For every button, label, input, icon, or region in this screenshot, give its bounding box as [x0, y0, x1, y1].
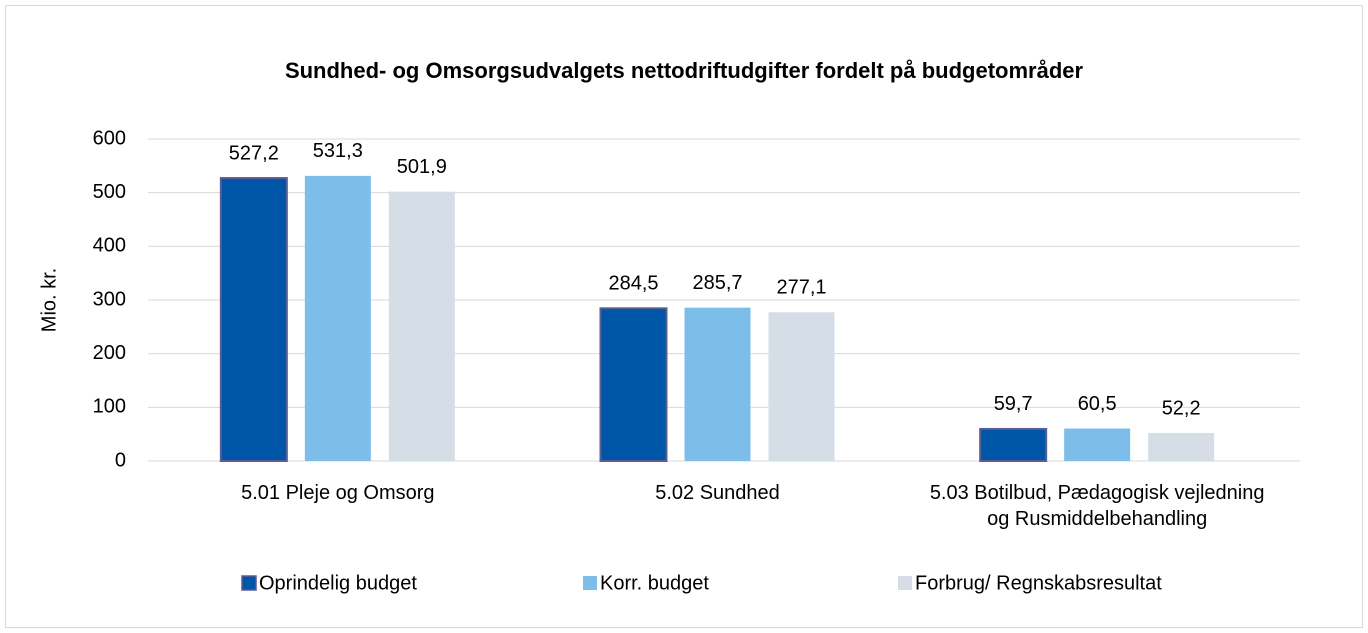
data-label: 60,5	[1078, 393, 1117, 415]
bar	[388, 191, 455, 461]
data-label: 527,2	[229, 142, 279, 164]
bar	[1148, 432, 1215, 461]
bar	[1064, 428, 1131, 461]
x-tick-label: 5.03 Botilbud, Pædagogisk vejledning og …	[929, 482, 1265, 530]
bar	[768, 312, 835, 461]
y-axis-label: Mio. kr.	[38, 268, 60, 332]
x-tick-label: 5.02 Sundhed	[655, 482, 780, 504]
bar	[304, 175, 371, 461]
y-tick-label: 600	[93, 127, 126, 149]
y-tick-label: 100	[93, 396, 126, 418]
bar	[219, 177, 288, 462]
data-label: 52,2	[1162, 397, 1201, 419]
data-label: 284,5	[608, 273, 658, 295]
y-tick-label: 200	[93, 342, 126, 364]
data-label: 501,9	[397, 156, 447, 178]
legend-label: Korr. budget	[600, 572, 709, 594]
data-label: 277,1	[776, 277, 826, 299]
y-tick-label: 500	[93, 181, 126, 203]
y-tick-label: 300	[93, 288, 126, 310]
data-label: 531,3	[313, 140, 363, 162]
y-tick-label: 400	[93, 235, 126, 257]
chart-border	[5, 5, 1363, 628]
legend-swatch	[583, 576, 597, 590]
bar	[979, 427, 1048, 462]
bar	[599, 307, 668, 462]
data-label: 59,7	[994, 393, 1033, 415]
legend-label: Forbrug/ Regnskabsresultat	[915, 572, 1162, 594]
data-label: 285,7	[692, 272, 742, 294]
x-tick-label: 5.01 Pleje og Omsorg	[241, 482, 435, 504]
legend-label: Oprindelig budget	[259, 572, 417, 594]
bar	[684, 307, 751, 461]
chart-title: Sundhed- og Omsorgsudvalgets nettodriftu…	[285, 58, 1084, 83]
legend-swatch	[898, 576, 912, 590]
y-tick-label: 0	[115, 449, 126, 471]
legend-swatch	[241, 575, 257, 591]
